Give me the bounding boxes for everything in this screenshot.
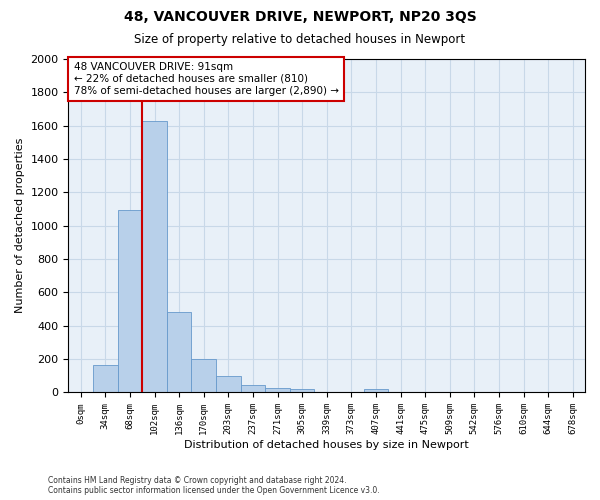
Bar xyxy=(93,365,118,392)
Bar xyxy=(142,120,167,392)
Bar xyxy=(290,389,314,392)
Bar xyxy=(216,376,241,392)
Bar xyxy=(364,389,388,392)
Text: 48 VANCOUVER DRIVE: 91sqm
← 22% of detached houses are smaller (810)
78% of semi: 48 VANCOUVER DRIVE: 91sqm ← 22% of detac… xyxy=(74,62,338,96)
Bar xyxy=(167,312,191,392)
Text: Size of property relative to detached houses in Newport: Size of property relative to detached ho… xyxy=(134,32,466,46)
Y-axis label: Number of detached properties: Number of detached properties xyxy=(15,138,25,314)
Bar xyxy=(118,210,142,392)
Bar xyxy=(265,388,290,392)
Text: Contains HM Land Registry data © Crown copyright and database right 2024.
Contai: Contains HM Land Registry data © Crown c… xyxy=(48,476,380,495)
Text: 48, VANCOUVER DRIVE, NEWPORT, NP20 3QS: 48, VANCOUVER DRIVE, NEWPORT, NP20 3QS xyxy=(124,10,476,24)
Bar xyxy=(191,359,216,392)
Bar xyxy=(241,385,265,392)
X-axis label: Distribution of detached houses by size in Newport: Distribution of detached houses by size … xyxy=(184,440,469,450)
